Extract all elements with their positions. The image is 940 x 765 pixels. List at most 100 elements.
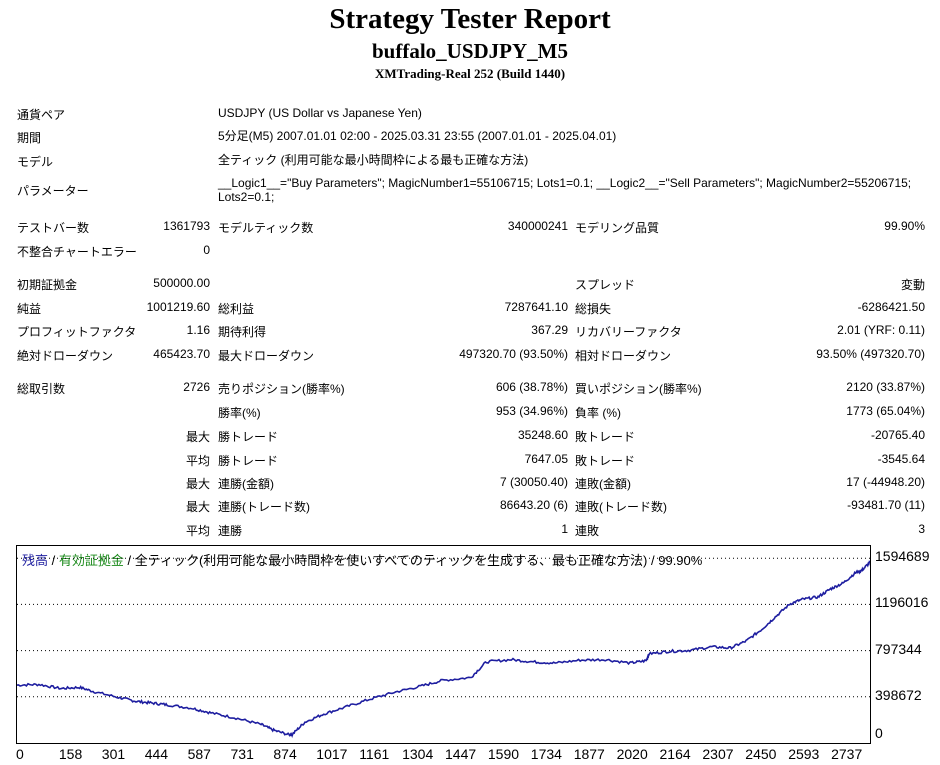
info-value: __Logic1__="Buy Parameters"; MagicNumber… — [218, 176, 912, 204]
y-tick-label: 398672 — [875, 686, 922, 703]
x-tick-label: 2020 — [616, 746, 648, 762]
expected-payoff-value: 367.29 — [531, 323, 568, 337]
x-tick-label: 301 — [101, 746, 126, 762]
y-tick-label: 0 — [875, 725, 883, 741]
max-label: 最大 — [185, 500, 210, 514]
model-ticks-label: モデルティック数 — [218, 221, 314, 235]
legend-balance: 残高 — [22, 553, 49, 568]
x-tick-label: 2737 — [831, 746, 863, 762]
net-profit-value: 1001219.60 — [146, 300, 210, 314]
mismatch-value: 0 — [203, 243, 210, 257]
average-consecutive-wins-label: 連勝 — [218, 524, 243, 538]
balance-line — [17, 560, 870, 739]
modeling-quality-value: 99.90% — [884, 219, 925, 233]
x-tick-label: 1304 — [402, 746, 434, 762]
report-subtitle: buffalo_USDJPY_M5 — [371, 39, 568, 63]
modeling-quality-label: モデリング品質 — [575, 221, 660, 235]
average-profit-label: 勝トレード — [218, 454, 279, 468]
total-trades-label: 総取引数 — [17, 382, 66, 396]
average-consecutive-losses-label: 連敗 — [575, 524, 600, 538]
info-value: 5分足(M5) 2007.01.01 02:00 - 2025.03.31 23… — [218, 129, 617, 143]
profit-factor-value: 1.16 — [186, 323, 210, 337]
largest-loss-label: 敗トレード — [575, 430, 636, 444]
spread-label: スプレッド — [575, 278, 636, 292]
recovery-factor-label: リカバリーファクタ — [575, 325, 682, 339]
maximal-drawdown-label: 最大ドローダウン — [218, 349, 315, 363]
consecutive-wins-count-value: 86643.20 (6) — [499, 498, 568, 512]
largest-profit-value: 35248.60 — [517, 428, 568, 442]
gross-profit-label: 総利益 — [218, 302, 255, 316]
chart-legend: 残高 / 有効証拠金 / 全ティック(利用可能な最小時間枠を使いすべてのティック… — [22, 550, 702, 569]
consecutive-losses-count-value: -93481.70 (11) — [847, 498, 925, 512]
x-tick-label: 1161 — [359, 746, 390, 762]
short-positions-value: 606 (38.78%) — [495, 380, 568, 394]
x-tick-label: 1447 — [445, 746, 477, 762]
average-loss-value: -3545.64 — [877, 452, 925, 466]
win-rate-label: 勝率(%) — [218, 406, 261, 420]
recovery-factor-value: 2.01 (YRF: 0.11) — [837, 323, 925, 337]
long-positions-label: 買いポジション(勝率%) — [575, 382, 702, 396]
x-tick-label: 2307 — [702, 746, 734, 762]
mismatch-label: 不整合チャートエラー — [17, 245, 137, 259]
chart-plot — [17, 557, 870, 739]
initial-deposit-label: 初期証拠金 — [17, 278, 78, 292]
average-label: 平均 — [185, 524, 210, 538]
x-tick-label: 2164 — [659, 746, 691, 762]
info-label: パラメーター — [17, 184, 89, 198]
y-tick-label: 1594689 — [875, 548, 930, 565]
info-label: モデル — [17, 155, 54, 169]
max-label: 最大 — [185, 477, 210, 491]
legend-separator: / — [647, 553, 659, 568]
x-tick-label: 1734 — [530, 746, 562, 762]
x-tick-label: 0 — [16, 746, 24, 762]
average-label: 平均 — [185, 454, 210, 468]
legend-separator: / — [48, 553, 59, 568]
relative-drawdown-label: 相対ドローダウン — [575, 349, 672, 363]
x-tick-label: 2450 — [745, 746, 777, 762]
loss-rate-value: 1773 (65.04%) — [846, 404, 925, 418]
long-positions-value: 2120 (33.87%) — [846, 380, 925, 394]
x-tick-label: 1590 — [487, 746, 520, 762]
x-tick-label: 444 — [144, 746, 169, 762]
x-tick-label: 731 — [230, 746, 254, 762]
server-build: XMTrading-Real 252 (Build 1440) — [374, 66, 566, 81]
report-title: Strategy Tester Report — [329, 3, 611, 35]
x-tick-label: 1877 — [573, 746, 605, 762]
profit-factor-label: プロフィットファクタ — [17, 325, 137, 339]
total-trades-value: 2726 — [183, 380, 210, 394]
gross-profit-value: 7287641.10 — [504, 300, 568, 314]
chart-grid — [17, 557, 870, 698]
info-label: 通貨ペア — [17, 108, 66, 122]
consecutive-wins-count-label: 連勝(トレード数) — [218, 500, 310, 514]
test-bars-label: テストバー数 — [17, 221, 90, 235]
short-positions-label: 売りポジション(勝率%) — [218, 382, 345, 396]
loss-rate-label: 負率 (%) — [575, 406, 621, 420]
x-tick-label: 2593 — [788, 746, 820, 762]
average-profit-value: 7647.05 — [524, 452, 568, 466]
largest-loss-value: -20765.40 — [870, 428, 925, 442]
relative-drawdown-value: 93.50% (497320.70) — [816, 347, 925, 361]
average-consecutive-losses-value: 3 — [918, 522, 925, 536]
test-bars-value: 1361793 — [163, 219, 210, 233]
info-label: 期間 — [17, 131, 42, 145]
stats-table: テストバー数 1361793 モデルティック数 340000241 モデリング品… — [17, 219, 925, 538]
model-ticks-value: 340000241 — [507, 219, 568, 233]
legend-equity: 有効証拠金 — [58, 553, 124, 568]
balance-chart: 残高 / 有効証拠金 / 全ティック(利用可能な最小時間枠を使いすべてのティック… — [16, 545, 871, 744]
consecutive-losses-amount-value: 17 (-44948.20) — [846, 475, 925, 489]
consecutive-wins-amount-label: 連勝(金額) — [218, 477, 274, 491]
consecutive-wins-amount-value: 7 (30050.40) — [499, 475, 568, 489]
y-tick-label: 1196016 — [875, 594, 929, 611]
initial-deposit-value: 500000.00 — [153, 276, 210, 290]
x-tick-label: 1017 — [316, 746, 348, 762]
legend-quality: 99.90% — [658, 553, 703, 568]
average-loss-label: 敗トレード — [575, 454, 636, 468]
x-tick-label: 874 — [273, 746, 297, 762]
legend-model: 全ティック(利用可能な最小時間枠を使いすべてのティックを生成する、最も正確な方法… — [134, 553, 648, 568]
x-tick-label: 587 — [187, 746, 211, 762]
net-profit-label: 純益 — [17, 302, 42, 316]
legend-separator: / — [123, 553, 135, 568]
gross-loss-label: 総損失 — [575, 302, 612, 316]
absolute-drawdown-value: 465423.70 — [153, 347, 210, 361]
win-rate-value: 953 (34.96%) — [495, 404, 568, 418]
